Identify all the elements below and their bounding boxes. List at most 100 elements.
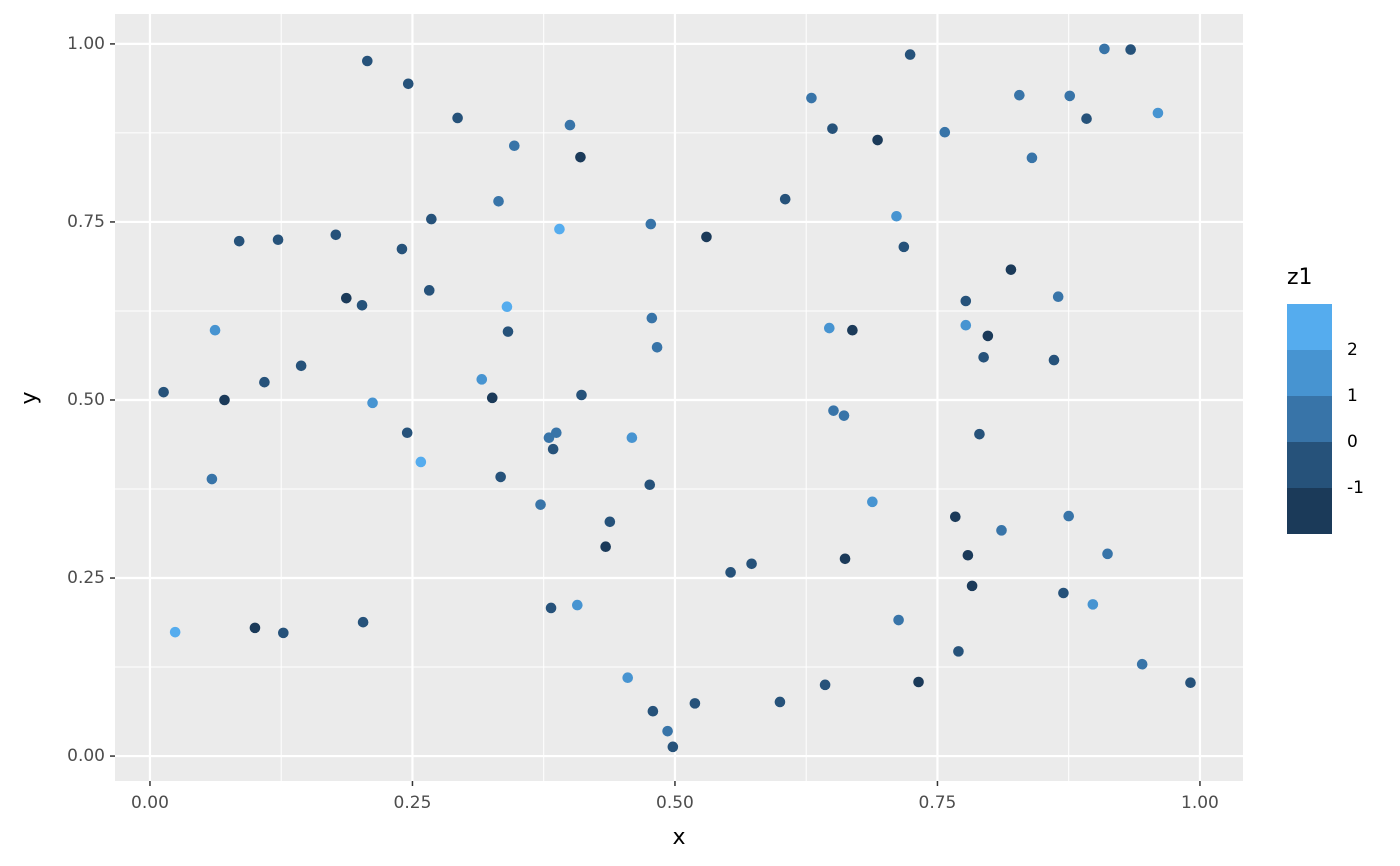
point (604, 516, 616, 528)
point (645, 218, 657, 230)
point (1102, 548, 1113, 560)
point (904, 49, 916, 60)
point (486, 392, 498, 404)
legend-key (1287, 304, 1332, 350)
point (362, 55, 373, 67)
point (401, 427, 413, 439)
point (502, 326, 514, 337)
point (1081, 113, 1092, 124)
point (838, 410, 850, 421)
point (725, 567, 736, 578)
point (891, 210, 902, 222)
point (356, 299, 368, 311)
point (1136, 658, 1148, 670)
x-tick-label: 0.50 (656, 793, 694, 813)
legend-title: z1 (1287, 265, 1313, 290)
legend-label: 1 (1347, 386, 1358, 406)
point (667, 741, 679, 753)
point (872, 134, 883, 146)
point (547, 443, 559, 455)
point (622, 672, 634, 684)
point (978, 351, 989, 363)
point (206, 473, 218, 485)
point (330, 229, 342, 241)
point (509, 140, 520, 152)
point (535, 499, 546, 510)
point (396, 243, 408, 255)
point (974, 428, 985, 440)
point (1099, 43, 1110, 55)
y-axis-title: y (17, 391, 42, 404)
point (1152, 107, 1164, 119)
point (1052, 291, 1064, 303)
point (898, 241, 910, 253)
y-tick-label: 0.50 (67, 390, 105, 410)
point (575, 151, 586, 163)
point (893, 614, 904, 626)
point (1058, 587, 1069, 599)
point (953, 646, 964, 657)
legend-key (1287, 396, 1332, 442)
point (1048, 354, 1060, 366)
point (1005, 264, 1017, 275)
point (651, 341, 663, 353)
point (272, 234, 284, 246)
point (966, 580, 978, 592)
y-tick-label: 0.00 (67, 746, 105, 766)
legend-key (1287, 442, 1332, 488)
point (545, 602, 557, 614)
point (1063, 510, 1075, 522)
point (774, 696, 786, 708)
point (572, 599, 583, 611)
panel (115, 14, 1243, 781)
point (939, 126, 951, 138)
point (746, 558, 757, 570)
point (828, 405, 839, 416)
point (495, 471, 506, 483)
legend-label: 2 (1347, 340, 1358, 360)
point (259, 376, 270, 388)
x-tick-label: 1.00 (1181, 793, 1219, 813)
point (209, 324, 221, 336)
point (233, 235, 245, 247)
x-tick-label: 0.00 (131, 793, 169, 813)
point (824, 322, 835, 334)
point (960, 295, 972, 307)
point (913, 676, 924, 688)
point (867, 496, 878, 508)
legend-key (1287, 488, 1332, 534)
point (779, 193, 791, 205)
point (357, 616, 369, 628)
point (169, 626, 181, 638)
point (341, 292, 352, 304)
x-tick-label: 0.75 (919, 793, 957, 813)
point (689, 698, 701, 709)
point (839, 553, 851, 565)
point (219, 394, 230, 406)
point (452, 112, 463, 124)
point (960, 319, 972, 331)
point (493, 195, 504, 207)
point (647, 705, 659, 717)
point (1014, 89, 1025, 101)
point (819, 679, 831, 691)
point (576, 389, 587, 401)
point (1185, 677, 1196, 689)
point (662, 725, 673, 737)
point (1125, 44, 1136, 55)
point (426, 213, 437, 225)
point (402, 78, 414, 90)
point (1087, 599, 1099, 610)
legend-key (1287, 350, 1332, 396)
point (600, 541, 611, 552)
point (827, 123, 838, 134)
point (646, 312, 658, 324)
point (501, 301, 513, 312)
point (249, 622, 261, 634)
x-tick-label: 0.25 (394, 793, 432, 813)
point (1064, 90, 1076, 102)
legend-label: -1 (1347, 478, 1364, 498)
point (551, 427, 562, 439)
point (554, 223, 565, 235)
point (367, 397, 378, 409)
